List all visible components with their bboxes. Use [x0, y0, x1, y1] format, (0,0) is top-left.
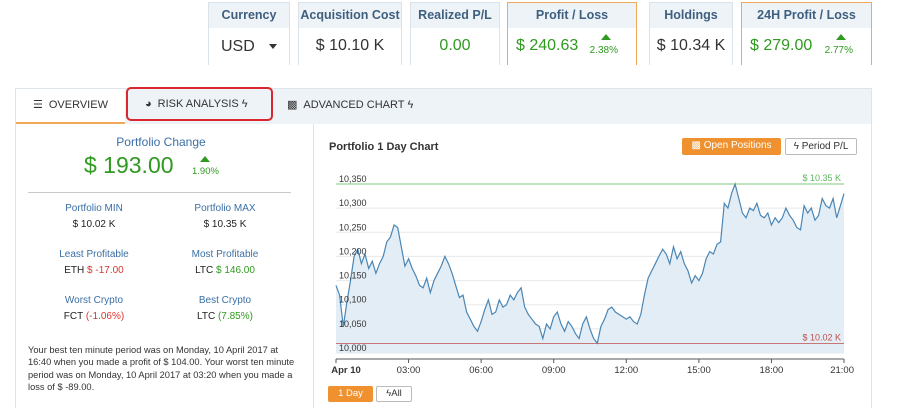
tab-advanced-chart-label: ADVANCED CHART [303, 99, 405, 111]
open-positions-label: Open Positions [703, 140, 772, 151]
x-tick-label: 03:00 [397, 365, 421, 376]
portfolio-chart: $ 10.35 K $ 10.02 K 10,000 10,050 10,100 10… [331, 173, 854, 376]
x-tick-label: 18:00 [760, 365, 784, 376]
min-marker-label: $ 10.02 K [802, 332, 841, 342]
most-profitable-amount: $ 146.00 [216, 265, 255, 276]
least-profitable-value: ETH $ -17.00 [34, 265, 154, 276]
portfolio-summary-panel: Portfolio Change $ 193.00 1.90% Portfoli… [15, 124, 307, 408]
open-positions-button[interactable]: ▩ Open Positions [682, 138, 781, 155]
currency-select[interactable]: USD [209, 28, 289, 65]
realized-pl-label: Realized P/L [411, 3, 499, 28]
bolt-icon: ϟ [241, 98, 248, 110]
best-worst-period-note: Your best ten minute period was on Monda… [28, 345, 295, 392]
acquisition-cost-label: Acquisition Cost [299, 3, 401, 28]
up-triangle-icon [601, 34, 611, 40]
y-tick-label: 10,000 [339, 343, 367, 353]
currency-card: Currency USD [208, 2, 290, 65]
x-tick-label: 15:00 [687, 365, 711, 376]
chart-icon: ▩ [691, 140, 704, 151]
holdings-card: Holdings $ 10.34 K [649, 2, 733, 65]
range-all-label: All [391, 388, 402, 399]
up-triangle-icon [836, 34, 846, 40]
portfolio-change-value: $ 193.00 [84, 152, 174, 178]
profit-loss-card: Profit / Loss $ 240.63 2.38% [507, 2, 637, 65]
y-tick-label: 10,150 [339, 271, 367, 281]
tab-advanced-chart[interactable]: ▩ ADVANCED CHART ϟ [287, 89, 427, 124]
y-tick-label: 10,200 [339, 246, 367, 256]
profit-24h-card: 24H Profit / Loss $ 279.00 2.77% [741, 2, 872, 65]
x-tick-label: 09:00 [542, 365, 566, 376]
realized-pl-card: Realized P/L 0.00 [410, 2, 500, 65]
pie-chart-icon: ◕ [145, 98, 152, 110]
portfolio-change-label: Portfolio Change [116, 135, 206, 149]
currency-label: Currency [209, 3, 289, 28]
chart-area [336, 184, 844, 353]
chart-line [335, 181, 845, 345]
most-profitable-value: LTC $ 146.00 [165, 265, 285, 276]
y-tick-label: 10,100 [339, 295, 367, 305]
portfolio-max-value: $ 10.35 K [203, 219, 247, 230]
worst-crypto-value: FCT (-1.06%) [34, 311, 154, 322]
profit-24h-value: $ 279.00 [750, 37, 813, 54]
up-triangle-icon [200, 156, 210, 162]
tab-bar: ☰ OVERVIEW ◕ RISK ANALYSIS ϟ ▩ ADVANCED CHAR… [15, 87, 872, 124]
portfolio-max-label: Portfolio MAX [194, 203, 256, 214]
y-tick-label: 10,050 [339, 319, 367, 329]
divider [28, 192, 291, 193]
best-crypto-pct: (7.85%) [217, 311, 253, 322]
x-tick-label: 12:00 [614, 365, 638, 376]
best-crypto-coin: LTC [197, 311, 216, 322]
bar-chart-icon: ▩ [287, 99, 298, 111]
x-tick-label: 06:00 [469, 365, 493, 376]
realized-pl-value: 0.00 [439, 37, 471, 54]
range-1-day-button[interactable]: 1 Day [328, 386, 373, 402]
profit-loss-pct: 2.38% [589, 45, 618, 56]
bolt-icon: ϟ [407, 99, 414, 111]
currency-value: USD [221, 38, 255, 55]
tab-overview[interactable]: ☰ OVERVIEW [16, 89, 125, 124]
max-marker-label: $ 10.35 K [802, 173, 841, 183]
period-pl-button[interactable]: ϟ Period P/L [785, 138, 857, 155]
worst-crypto-pct: (-1.06%) [85, 311, 125, 322]
tab-risk-analysis-label: RISK ANALYSIS [157, 98, 239, 110]
profit-24h-label: 24H Profit / Loss [742, 3, 871, 28]
period-pl-label: Period P/L [801, 141, 849, 152]
bolt-icon: ϟ [386, 388, 392, 399]
least-profitable-amount: $ -17.00 [87, 265, 124, 276]
y-tick-label: 10,300 [339, 198, 367, 208]
least-profitable-label: Least Profitable [59, 249, 129, 260]
best-crypto-label: Best Crypto [198, 295, 252, 306]
bolt-icon: ϟ [793, 141, 802, 152]
profit-loss-label: Profit / Loss [508, 3, 636, 28]
chart-title: Portfolio 1 Day Chart [329, 141, 439, 153]
caret-down-icon [269, 44, 277, 49]
holdings-label: Holdings [650, 3, 732, 28]
worst-crypto-label: Worst Crypto [64, 295, 124, 306]
y-tick-label: 10,350 [339, 174, 367, 184]
most-profitable-label: Most Profitable [191, 249, 259, 260]
tab-risk-analysis[interactable]: ◕ RISK ANALYSIS ϟ [126, 87, 273, 121]
x-tick-label: 21:00 [830, 365, 854, 376]
x-tick-label: Apr 10 [331, 365, 361, 376]
profit-24h-pct: 2.77% [824, 45, 853, 56]
acquisition-cost-card: Acquisition Cost $ 10.10 K [298, 2, 402, 65]
acquisition-cost-value: $ 10.10 K [315, 37, 385, 54]
least-profitable-coin: ETH [64, 265, 85, 276]
portfolio-min-value: $ 10.02 K [72, 219, 116, 230]
best-crypto-value: LTC (7.85%) [165, 311, 285, 322]
tab-overview-label: OVERVIEW [48, 99, 108, 111]
profit-loss-value: $ 240.63 [516, 37, 579, 54]
y-tick-label: 10,250 [339, 222, 367, 232]
range-all-button[interactable]: ϟAll [376, 386, 412, 402]
portfolio-min-label: Portfolio MIN [65, 203, 123, 214]
portfolio-change-pct: 1.90% [192, 166, 219, 177]
most-profitable-coin: LTC [195, 265, 214, 276]
worst-crypto-coin: FCT [63, 311, 84, 322]
overview-icon: ☰ [33, 99, 43, 111]
holdings-value: $ 10.34 K [656, 37, 726, 54]
chart-panel: Portfolio 1 Day Chart ▩ Open Positions ϟ… [313, 124, 872, 408]
